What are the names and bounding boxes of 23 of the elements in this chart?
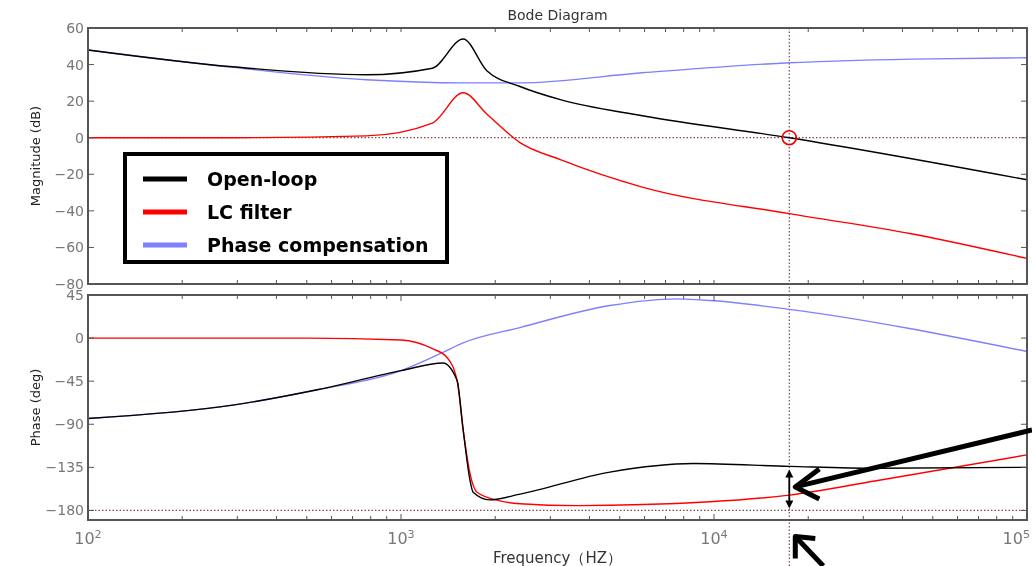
x-tick-label: 10$^{5}$	[1002, 527, 1030, 548]
chart-title: Bode Diagram	[507, 7, 608, 23]
y-tick-label: 60	[66, 20, 84, 36]
y-axis-title: Phase (deg)	[28, 368, 43, 447]
y-tick-label: 20	[66, 93, 84, 110]
y-tick-label: −20	[54, 166, 84, 183]
y-tick-label: −135	[45, 459, 84, 476]
y-tick-label: 40	[66, 56, 84, 73]
y-tick-label: −90	[54, 416, 84, 433]
x-tick-label: 10$^{4}$	[700, 527, 728, 548]
x-tick-label: 10$^{2}$	[74, 527, 102, 548]
x-axis-title: Frequency（HZ）	[492, 549, 623, 566]
y-tick-label: −60	[54, 239, 84, 256]
legend-label: Phase compensation	[207, 234, 429, 256]
legend-label: LC filter	[207, 201, 293, 223]
y-tick-label: 0	[75, 129, 84, 146]
y-tick-label: −40	[54, 202, 84, 219]
y-axis-title: Magnitude (dB)	[28, 105, 43, 207]
y-tick-label: 0	[75, 330, 84, 347]
y-tick-label: −45	[54, 373, 84, 390]
legend-label: Open-loop	[207, 168, 318, 190]
x-tick-label: 10$^{3}$	[387, 527, 415, 548]
y-tick-label: −180	[45, 502, 84, 519]
